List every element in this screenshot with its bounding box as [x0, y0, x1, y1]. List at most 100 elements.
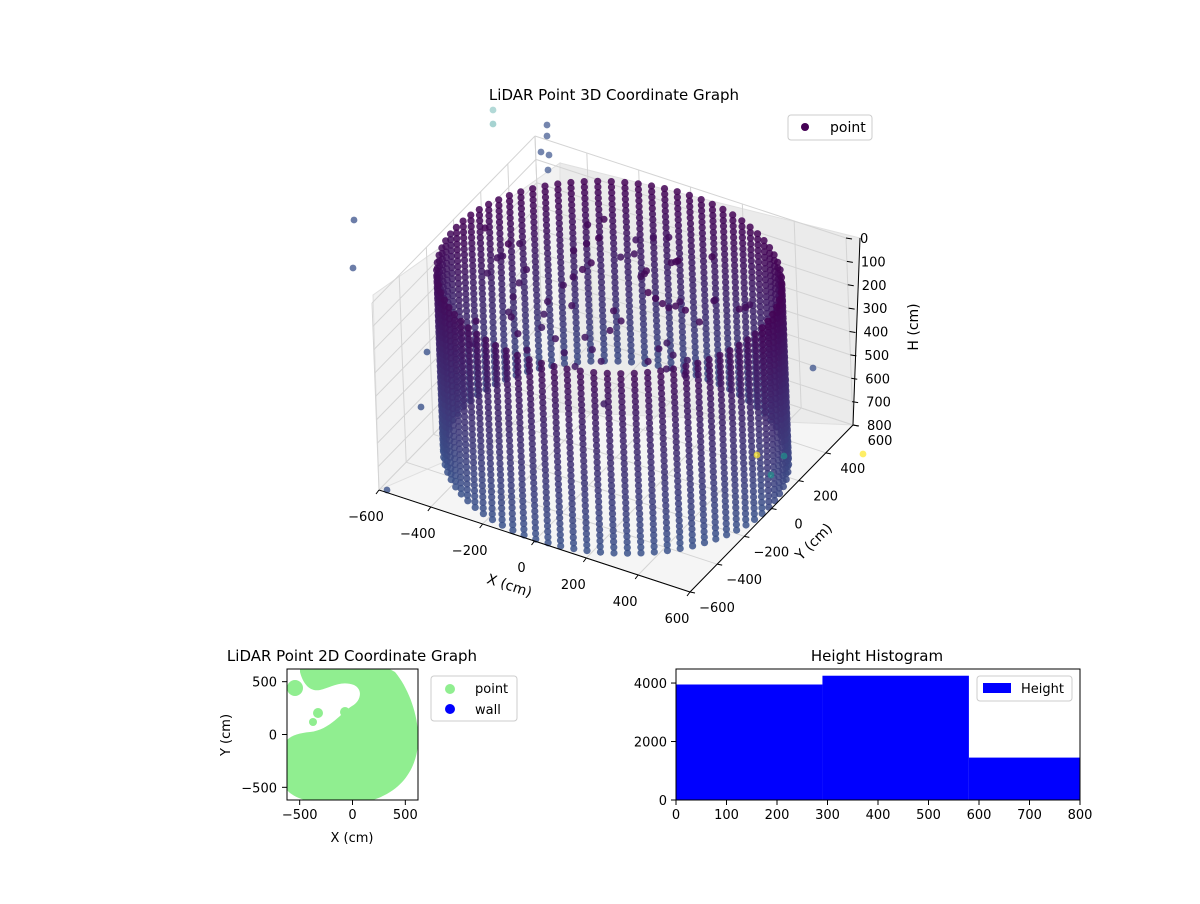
point-3d — [470, 487, 479, 495]
point-3d — [554, 463, 562, 471]
point-3d — [630, 375, 639, 383]
point-3d — [478, 465, 486, 473]
point-3d — [461, 429, 469, 438]
point-3d — [607, 178, 615, 186]
point-3d — [753, 386, 762, 394]
point-3d — [582, 234, 590, 242]
point-3d — [754, 258, 763, 266]
point-3d — [663, 241, 671, 249]
point-3d — [496, 229, 504, 237]
point-3d — [650, 260, 659, 269]
point-3d — [639, 320, 648, 328]
point-3d — [517, 447, 525, 455]
point-3d — [585, 307, 593, 315]
point-3d — [531, 518, 539, 526]
point-3d — [455, 428, 463, 436]
point-3d — [676, 539, 684, 547]
point-3d — [569, 533, 577, 542]
point-3d — [749, 476, 757, 484]
point-3d — [717, 396, 726, 404]
point-3d — [698, 218, 706, 226]
point-3d — [699, 240, 707, 249]
point-3d — [683, 385, 691, 393]
point-3d — [675, 511, 683, 519]
point-3d — [600, 346, 608, 354]
point-3d — [607, 183, 616, 191]
point-3d — [758, 324, 766, 332]
point-3d — [729, 425, 737, 433]
point-3d — [492, 347, 500, 355]
point-3d — [514, 330, 522, 338]
point-3d-outlier — [349, 264, 357, 272]
point-3d — [553, 441, 561, 449]
point-3d — [674, 205, 682, 213]
point-3d — [509, 304, 518, 312]
y-tick-mark-3d — [689, 591, 696, 594]
point-3d — [696, 421, 704, 429]
point-3d — [529, 185, 537, 193]
point-3d — [466, 358, 474, 366]
point-3d — [720, 239, 728, 247]
point-3d — [687, 231, 695, 239]
point-3d — [709, 468, 717, 476]
point-3d — [685, 452, 693, 460]
z-tick-mark-3d — [849, 331, 856, 333]
point-3d — [552, 424, 560, 432]
point-3d — [460, 245, 468, 253]
point-3d — [752, 336, 760, 344]
point-3d — [522, 339, 531, 347]
chart-2d-y-tick-label: −500 — [241, 781, 277, 796]
histogram-title: Height Histogram — [811, 647, 943, 665]
point-3d — [479, 318, 488, 326]
point-3d — [617, 387, 626, 395]
point-3d — [453, 240, 461, 248]
point-3d — [479, 487, 487, 495]
point-3d — [645, 397, 653, 405]
point-3d — [530, 218, 538, 226]
point-3d — [468, 256, 477, 264]
point-3d — [659, 434, 667, 442]
point-3d — [567, 483, 576, 491]
histogram-x-tick-label: 0 — [672, 808, 680, 823]
point-3d — [555, 214, 563, 222]
chart-2d-x-tick-label: 0 — [348, 808, 356, 823]
point-3d — [707, 412, 715, 420]
point-3d-outlier — [780, 452, 788, 460]
point-3d — [640, 326, 648, 334]
point-3d — [672, 421, 680, 429]
point-3d — [516, 424, 524, 432]
point-3d — [689, 298, 698, 306]
point-3d — [580, 479, 589, 487]
point-3d — [460, 251, 468, 259]
point-3d — [522, 317, 530, 325]
point-3d — [452, 350, 460, 358]
point-3d — [494, 403, 502, 411]
point-3d — [554, 475, 562, 483]
point-3d — [672, 432, 680, 440]
point-3d — [696, 432, 705, 440]
point-3d — [623, 240, 631, 248]
point-3d — [554, 186, 562, 194]
point-3d — [765, 244, 774, 252]
point-3d — [468, 419, 476, 427]
point-3d — [671, 399, 679, 407]
point-3d — [647, 458, 655, 466]
point-3d — [594, 188, 602, 197]
point-3d — [597, 261, 605, 270]
point-3d — [510, 321, 518, 329]
point-3d — [571, 291, 579, 299]
point-3d — [462, 307, 471, 315]
point-3d — [665, 314, 673, 322]
point-3d — [509, 287, 517, 295]
point-3d — [584, 221, 592, 229]
point-3d — [460, 401, 468, 410]
point-3d-outlier — [489, 120, 497, 128]
point-3d — [674, 257, 682, 265]
point-3d — [661, 490, 669, 499]
point-3d — [653, 322, 661, 330]
point-3d — [483, 269, 491, 277]
point-3d — [556, 536, 565, 545]
point-3d — [555, 508, 564, 516]
point-3d — [700, 280, 708, 288]
point-3d — [649, 227, 657, 235]
